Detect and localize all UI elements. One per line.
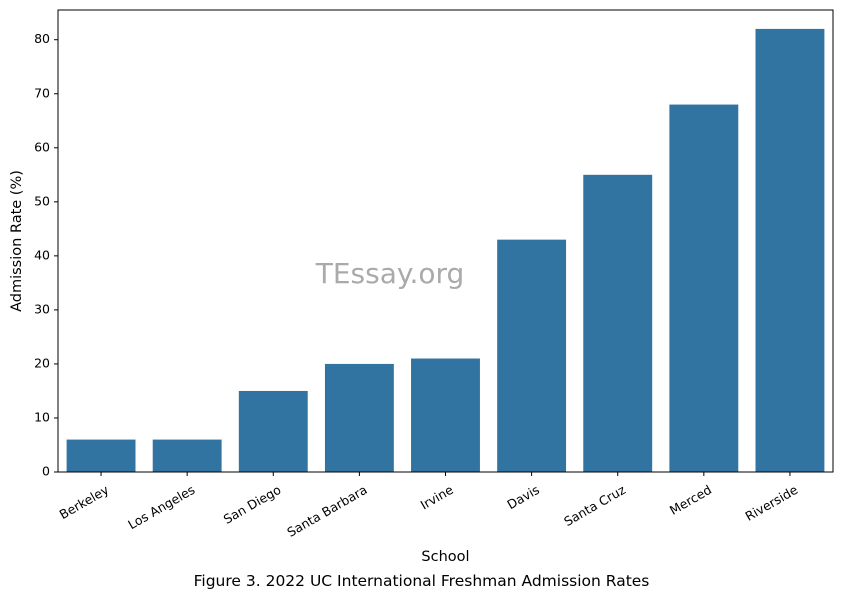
x-tick-label: Santa Barbara — [284, 482, 369, 540]
y-tick-label: 60 — [34, 139, 50, 154]
bar-santa-cruz — [583, 174, 653, 473]
y-axis-ticks: 0 10 20 30 40 50 60 70 80 — [34, 31, 58, 479]
x-tick-label: Davis — [504, 482, 542, 512]
y-axis-label: Admission Rate (%) — [9, 170, 25, 312]
x-tick-label: Merced — [667, 482, 714, 518]
plot-frame — [57, 9, 834, 473]
bar-davis — [497, 239, 567, 472]
bar-riverside — [755, 28, 825, 472]
bar-los-angeles — [152, 439, 222, 472]
y-tick-label: 40 — [34, 247, 50, 262]
bar-merced — [669, 104, 739, 472]
y-tick-label: 50 — [34, 193, 50, 208]
x-tick-label: Santa Cruz — [561, 482, 628, 529]
bar-santa-barbara — [324, 363, 394, 472]
x-tick-label: Irvine — [418, 482, 456, 513]
y-tick-label: 10 — [34, 409, 50, 424]
y-tick-label: 30 — [34, 301, 50, 316]
bars-group — [66, 28, 825, 473]
x-tick-label: Berkeley — [57, 482, 112, 523]
x-tick-label: Riverside — [743, 482, 801, 524]
y-tick-label: 70 — [34, 85, 50, 100]
bar-san-diego — [238, 390, 308, 472]
figure-caption: Figure 3. 2022 UC International Freshman… — [193, 572, 650, 590]
bar-berkeley — [66, 439, 136, 472]
y-tick-label: 80 — [34, 31, 50, 46]
y-tick-label: 0 — [42, 464, 50, 479]
x-tick-label: San Diego — [221, 482, 284, 527]
x-tick-label: Los Angeles — [125, 482, 197, 532]
bar-irvine — [411, 358, 480, 472]
x-axis-label: School — [421, 549, 469, 565]
watermark-text: TEssay.org — [315, 257, 465, 290]
x-axis-ticks: Berkeley Los Angeles San Diego Santa Barbar… — [57, 472, 801, 540]
y-tick-label: 20 — [34, 355, 50, 370]
